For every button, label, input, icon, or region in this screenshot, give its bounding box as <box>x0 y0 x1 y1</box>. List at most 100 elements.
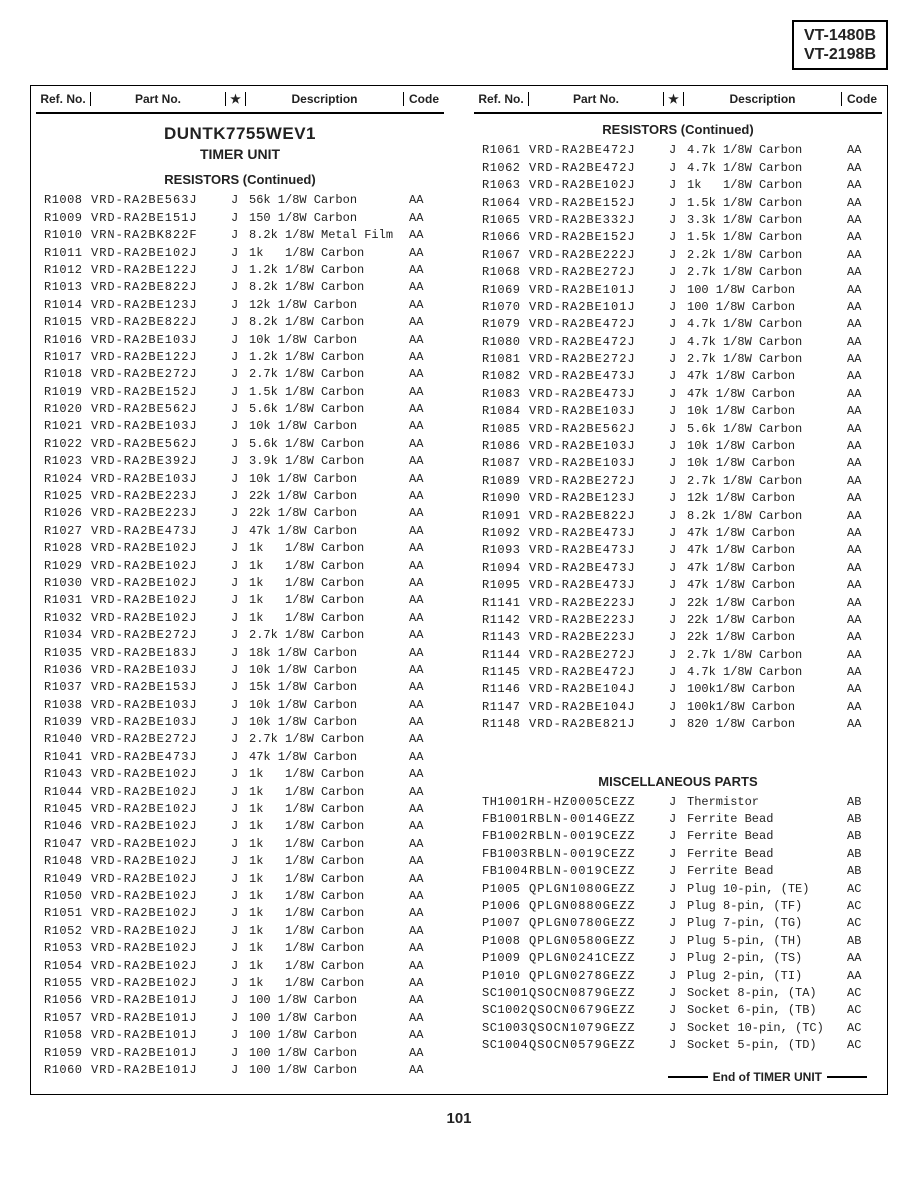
hdr-ref: Ref. No. <box>36 92 91 106</box>
description: Plug 2-pin, (TS) <box>687 950 847 967</box>
description: 47k 1/8W Carbon <box>687 577 847 594</box>
description: 100 1/8W Carbon <box>249 1045 409 1062</box>
parts-row: R1079VRD-RA2BE472JJ4.7k 1/8W CarbonAA <box>474 316 882 333</box>
part-no: VRD-RA2BE473J <box>529 560 669 577</box>
star: J <box>231 505 249 522</box>
part-no: QSOCN0679GEZZ <box>529 1002 669 1019</box>
parts-row: R1067VRD-RA2BE222JJ2.2k 1/8W CarbonAA <box>474 247 882 264</box>
code: AA <box>409 227 444 244</box>
ref-no: FB1003 <box>474 846 529 863</box>
part-no: VRD-RA2BE102J <box>91 888 231 905</box>
parts-row: P1007QPLGN0780GEZZJPlug 7-pin, (TG)AC <box>474 915 882 932</box>
description: 1k 1/8W Carbon <box>249 766 409 783</box>
ref-no: R1011 <box>36 245 91 262</box>
right-resistor-rows: R1061VRD-RA2BE472JJ4.7k 1/8W CarbonAAR10… <box>474 142 882 733</box>
part-no: VRD-RA2BE272J <box>529 351 669 368</box>
parts-row: R1143VRD-RA2BE223JJ22k 1/8W CarbonAA <box>474 629 882 646</box>
ref-no: R1012 <box>36 262 91 279</box>
parts-row: R1084VRD-RA2BE103JJ10k 1/8W CarbonAA <box>474 403 882 420</box>
star: J <box>231 853 249 870</box>
ref-no: R1027 <box>36 523 91 540</box>
star: J <box>669 368 687 385</box>
parts-row: R1091VRD-RA2BE822JJ8.2k 1/8W CarbonAA <box>474 508 882 525</box>
description: 18k 1/8W Carbon <box>249 645 409 662</box>
star: J <box>669 828 687 845</box>
ref-no: R1079 <box>474 316 529 333</box>
ref-no: R1052 <box>36 923 91 940</box>
description: 1k 1/8W Carbon <box>249 958 409 975</box>
description: Plug 2-pin, (TI) <box>687 968 847 985</box>
star: J <box>231 801 249 818</box>
code: AA <box>847 160 882 177</box>
description: 8.2k 1/8W Carbon <box>687 508 847 525</box>
description: Ferrite Bead <box>687 828 847 845</box>
description: 100 1/8W Carbon <box>249 1027 409 1044</box>
ref-no: R1020 <box>36 401 91 418</box>
parts-row: R1059VRD-RA2BE101JJ100 1/8W CarbonAA <box>36 1045 444 1062</box>
parts-row: R1063VRD-RA2BE102JJ1k 1/8W CarbonAA <box>474 177 882 194</box>
parts-row: P1006QPLGN0880GEZZJPlug 8-pin, (TF)AC <box>474 898 882 915</box>
description: 1k 1/8W Carbon <box>249 818 409 835</box>
code: AA <box>409 262 444 279</box>
page-number: 101 <box>30 1110 888 1127</box>
ref-no: R1085 <box>474 421 529 438</box>
code: AA <box>847 647 882 664</box>
code: AA <box>409 992 444 1009</box>
part-no: VRD-RA2BE472J <box>529 142 669 159</box>
hdr-desc: Description <box>246 92 404 106</box>
end-of-unit: End of TIMER UNIT <box>474 1070 882 1084</box>
parts-row: R1012VRD-RA2BE122JJ1.2k 1/8W CarbonAA <box>36 262 444 279</box>
star: J <box>669 811 687 828</box>
ref-no: R1142 <box>474 612 529 629</box>
part-no: VRD-RA2BE562J <box>91 401 231 418</box>
description: Plug 7-pin, (TG) <box>687 915 847 932</box>
star: J <box>231 523 249 540</box>
star: J <box>669 212 687 229</box>
description: 3.3k 1/8W Carbon <box>687 212 847 229</box>
ref-no: R1051 <box>36 905 91 922</box>
part-no: VRD-RA2BE473J <box>529 368 669 385</box>
parts-row: R1056VRD-RA2BE101JJ100 1/8W CarbonAA <box>36 992 444 1009</box>
ref-no: R1041 <box>36 749 91 766</box>
code: AA <box>847 473 882 490</box>
part-no: RBLN-0019CEZZ <box>529 846 669 863</box>
description: 47k 1/8W Carbon <box>249 523 409 540</box>
ref-no: R1032 <box>36 610 91 627</box>
ref-no: R1094 <box>474 560 529 577</box>
part-no: QPLGN0880GEZZ <box>529 898 669 915</box>
code: AB <box>847 846 882 863</box>
star: J <box>231 679 249 696</box>
parts-row: R1050VRD-RA2BE102JJ1k 1/8W CarbonAA <box>36 888 444 905</box>
star: J <box>231 314 249 331</box>
parts-row: FB1003RBLN-0019CEZZJFerrite BeadAB <box>474 846 882 863</box>
code: AC <box>847 985 882 1002</box>
code: AA <box>409 210 444 227</box>
code: AA <box>847 299 882 316</box>
parts-row: R1057VRD-RA2BE101JJ100 1/8W CarbonAA <box>36 1010 444 1027</box>
description: Thermistor <box>687 794 847 811</box>
part-no: VRD-RA2BE103J <box>91 697 231 714</box>
code: AA <box>409 731 444 748</box>
part-no: VRD-RA2BE101J <box>91 1027 231 1044</box>
ref-no: P1008 <box>474 933 529 950</box>
description: 10k 1/8W Carbon <box>687 403 847 420</box>
part-no: VRD-RA2BE272J <box>529 473 669 490</box>
ref-no: R1084 <box>474 403 529 420</box>
star: J <box>669 299 687 316</box>
ref-no: R1030 <box>36 575 91 592</box>
description: 22k 1/8W Carbon <box>249 505 409 522</box>
section-misc: MISCELLANEOUS PARTS <box>474 774 882 789</box>
parts-row: TH1001RH-HZ0005CEZZJThermistorAB <box>474 794 882 811</box>
part-no: VRD-RA2BE122J <box>91 349 231 366</box>
parts-row: R1093VRD-RA2BE473JJ47k 1/8W CarbonAA <box>474 542 882 559</box>
star: J <box>231 1062 249 1079</box>
code: AA <box>409 888 444 905</box>
code: AA <box>409 453 444 470</box>
parts-row: R1024VRD-RA2BE103JJ10k 1/8W CarbonAA <box>36 471 444 488</box>
description: 1k 1/8W Carbon <box>249 940 409 957</box>
ref-no: R1086 <box>474 438 529 455</box>
left-column: Ref. No. Part No. ★ Description Code DUN… <box>31 86 449 1093</box>
part-no: VRD-RA2BE102J <box>91 245 231 262</box>
star: J <box>669 863 687 880</box>
code: AA <box>409 366 444 383</box>
